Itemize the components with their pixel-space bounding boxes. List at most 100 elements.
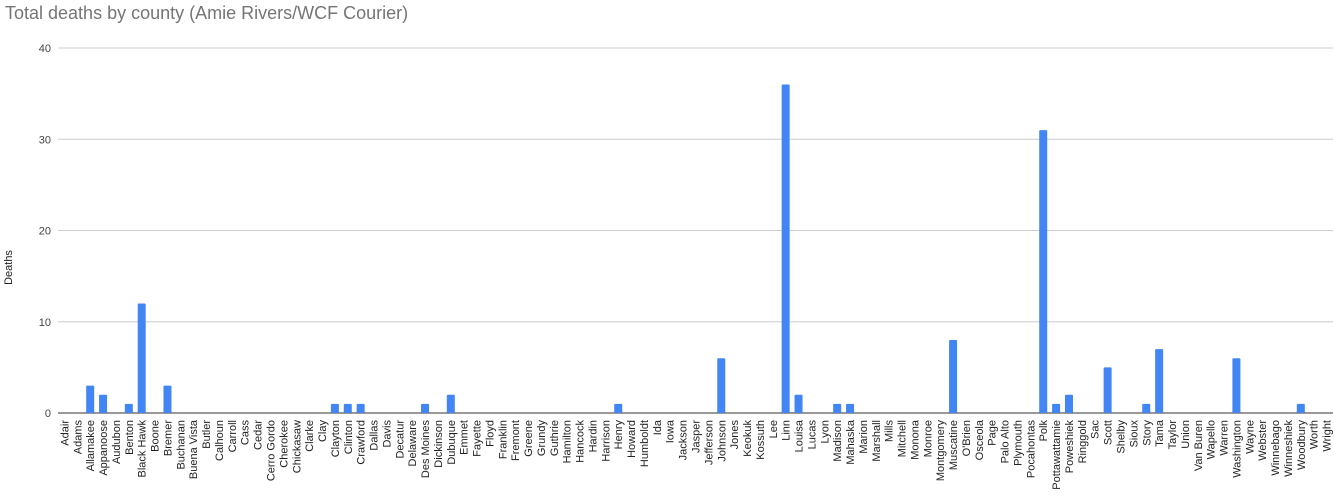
x-tick-label: Johnson xyxy=(716,420,728,462)
x-tick-label: Franklin xyxy=(497,420,509,459)
x-tick-label: Jackson xyxy=(678,420,690,460)
x-tick-label: Pottawattamie xyxy=(1051,420,1063,490)
y-axis-label: Deaths xyxy=(3,250,15,285)
x-tick-label: Lee xyxy=(768,420,780,438)
x-tick-label: Adair xyxy=(59,420,71,446)
x-tick-label: Wright xyxy=(1322,420,1334,452)
bar-crawford xyxy=(356,403,365,413)
x-tick-label: Linn xyxy=(781,420,793,441)
bar-des-moines xyxy=(421,403,430,413)
bar-johnson xyxy=(717,358,726,413)
bar-scott xyxy=(1103,367,1112,413)
x-tick-label: Louisa xyxy=(794,419,806,452)
x-tick-label: Muscatine xyxy=(948,420,960,470)
x-tick-label: Crawford xyxy=(356,420,368,465)
x-tick-label: Worth xyxy=(1309,420,1321,449)
x-tick-label: Jasper xyxy=(691,420,703,453)
x-tick-label: Woodbury xyxy=(1296,420,1308,470)
x-tick-label: Union xyxy=(1180,420,1192,449)
bar-pottawattamie xyxy=(1052,403,1061,413)
bar-muscatine xyxy=(949,340,958,413)
x-tick-label: Black Hawk xyxy=(137,420,149,478)
bar-polk xyxy=(1039,130,1048,413)
bar-mahaska xyxy=(846,403,855,413)
x-tick-label: Clinton xyxy=(343,420,355,454)
x-tick-label: Montgomery xyxy=(935,420,947,482)
bar-black-hawk xyxy=(137,303,146,413)
x-tick-label: Taylor xyxy=(1167,420,1179,450)
bar-allamakee xyxy=(86,385,95,413)
x-tick-label: Winnebago xyxy=(1270,420,1282,476)
x-tick-label: Floyd xyxy=(484,420,496,447)
y-tick-label: 20 xyxy=(39,226,51,238)
x-tick-label: Winneshiek xyxy=(1283,420,1295,477)
x-tick-label: Van Buren xyxy=(1193,420,1205,471)
x-tick-label: Fremont xyxy=(510,420,522,461)
x-tick-label: Davis xyxy=(381,420,393,448)
bar-tama xyxy=(1155,349,1164,413)
x-tick-label: Cedar xyxy=(253,420,265,450)
bar-henry xyxy=(614,403,623,413)
bar-poweshiek xyxy=(1064,394,1073,413)
x-tick-label: O'Brien xyxy=(961,420,973,456)
x-tick-label: Hamilton xyxy=(562,420,574,463)
x-tick-label: Decatur xyxy=(394,420,406,459)
x-tick-label: Ida xyxy=(652,419,664,435)
x-tick-label: Benton xyxy=(124,420,136,455)
x-tick-label: Guthrie xyxy=(549,420,561,456)
x-tick-label: Marshall xyxy=(871,420,883,462)
x-tick-label: Page xyxy=(987,420,999,446)
x-tick-label: Wapello xyxy=(1206,420,1218,459)
bar-louisa xyxy=(794,394,803,413)
x-tick-label: Emmet xyxy=(459,420,471,455)
x-tick-label: Des Moines xyxy=(420,420,432,479)
chart-title: Total deaths by county (Amie Rivers/WCF … xyxy=(5,3,409,23)
x-tick-label: Monona xyxy=(909,419,921,460)
bar-madison xyxy=(833,403,842,413)
bar-benton xyxy=(124,403,133,413)
bar-appanoose xyxy=(99,394,108,413)
x-tick-label: Harrison xyxy=(600,420,612,462)
y-tick-label: 30 xyxy=(39,134,51,146)
x-tick-label: Kossuth xyxy=(755,420,767,460)
x-tick-label: Buena Vista xyxy=(188,419,200,479)
x-tick-label: Monroe xyxy=(922,420,934,457)
x-tick-label: Scott xyxy=(1103,420,1115,445)
y-tick-label: 0 xyxy=(45,408,51,420)
x-tick-label: Grundy xyxy=(536,420,548,457)
x-tick-label: Sac xyxy=(1090,420,1102,439)
x-tick-label: Polk xyxy=(1038,420,1050,442)
bar-dubuque xyxy=(446,394,455,413)
x-tick-label: Pocahontas xyxy=(1025,420,1037,479)
x-tick-label: Sioux xyxy=(1128,420,1140,448)
x-tick-label: Plymouth xyxy=(1012,420,1024,466)
x-tick-label: Palo Alto xyxy=(1000,420,1012,463)
x-tick-label: Cherokee xyxy=(278,420,290,468)
x-tick-label: Clayton xyxy=(330,420,342,457)
y-tick-label: 10 xyxy=(39,317,51,329)
x-tick-label: Fayette xyxy=(472,420,484,457)
x-tick-label: Ringgold xyxy=(1077,420,1089,463)
y-tick-label: 40 xyxy=(39,43,51,55)
x-tick-label: Delaware xyxy=(407,420,419,466)
x-tick-label: Audubon xyxy=(111,420,123,464)
x-tick-label: Buchanan xyxy=(175,420,187,470)
bar-woodbury xyxy=(1296,403,1305,413)
bar-clayton xyxy=(330,403,339,413)
x-tick-label: Cerro Gordo xyxy=(266,420,278,481)
x-tick-label: Tama xyxy=(1154,419,1166,447)
bar-story xyxy=(1142,403,1151,413)
x-tick-label: Butler xyxy=(201,420,213,449)
x-tick-label: Hardin xyxy=(587,420,599,452)
x-tick-label: Madison xyxy=(832,420,844,462)
x-tick-label: Clarke xyxy=(304,420,316,452)
x-tick-label: Mitchell xyxy=(897,420,909,457)
x-tick-label: Appanoose xyxy=(98,420,110,476)
x-tick-label: Shelby xyxy=(1116,420,1128,454)
x-tick-label: Hancock xyxy=(575,420,587,463)
x-tick-label: Carroll xyxy=(227,420,239,452)
bar-clinton xyxy=(343,403,352,413)
x-tick-label: Mahaska xyxy=(845,419,857,465)
x-tick-label: Warren xyxy=(1219,420,1231,456)
